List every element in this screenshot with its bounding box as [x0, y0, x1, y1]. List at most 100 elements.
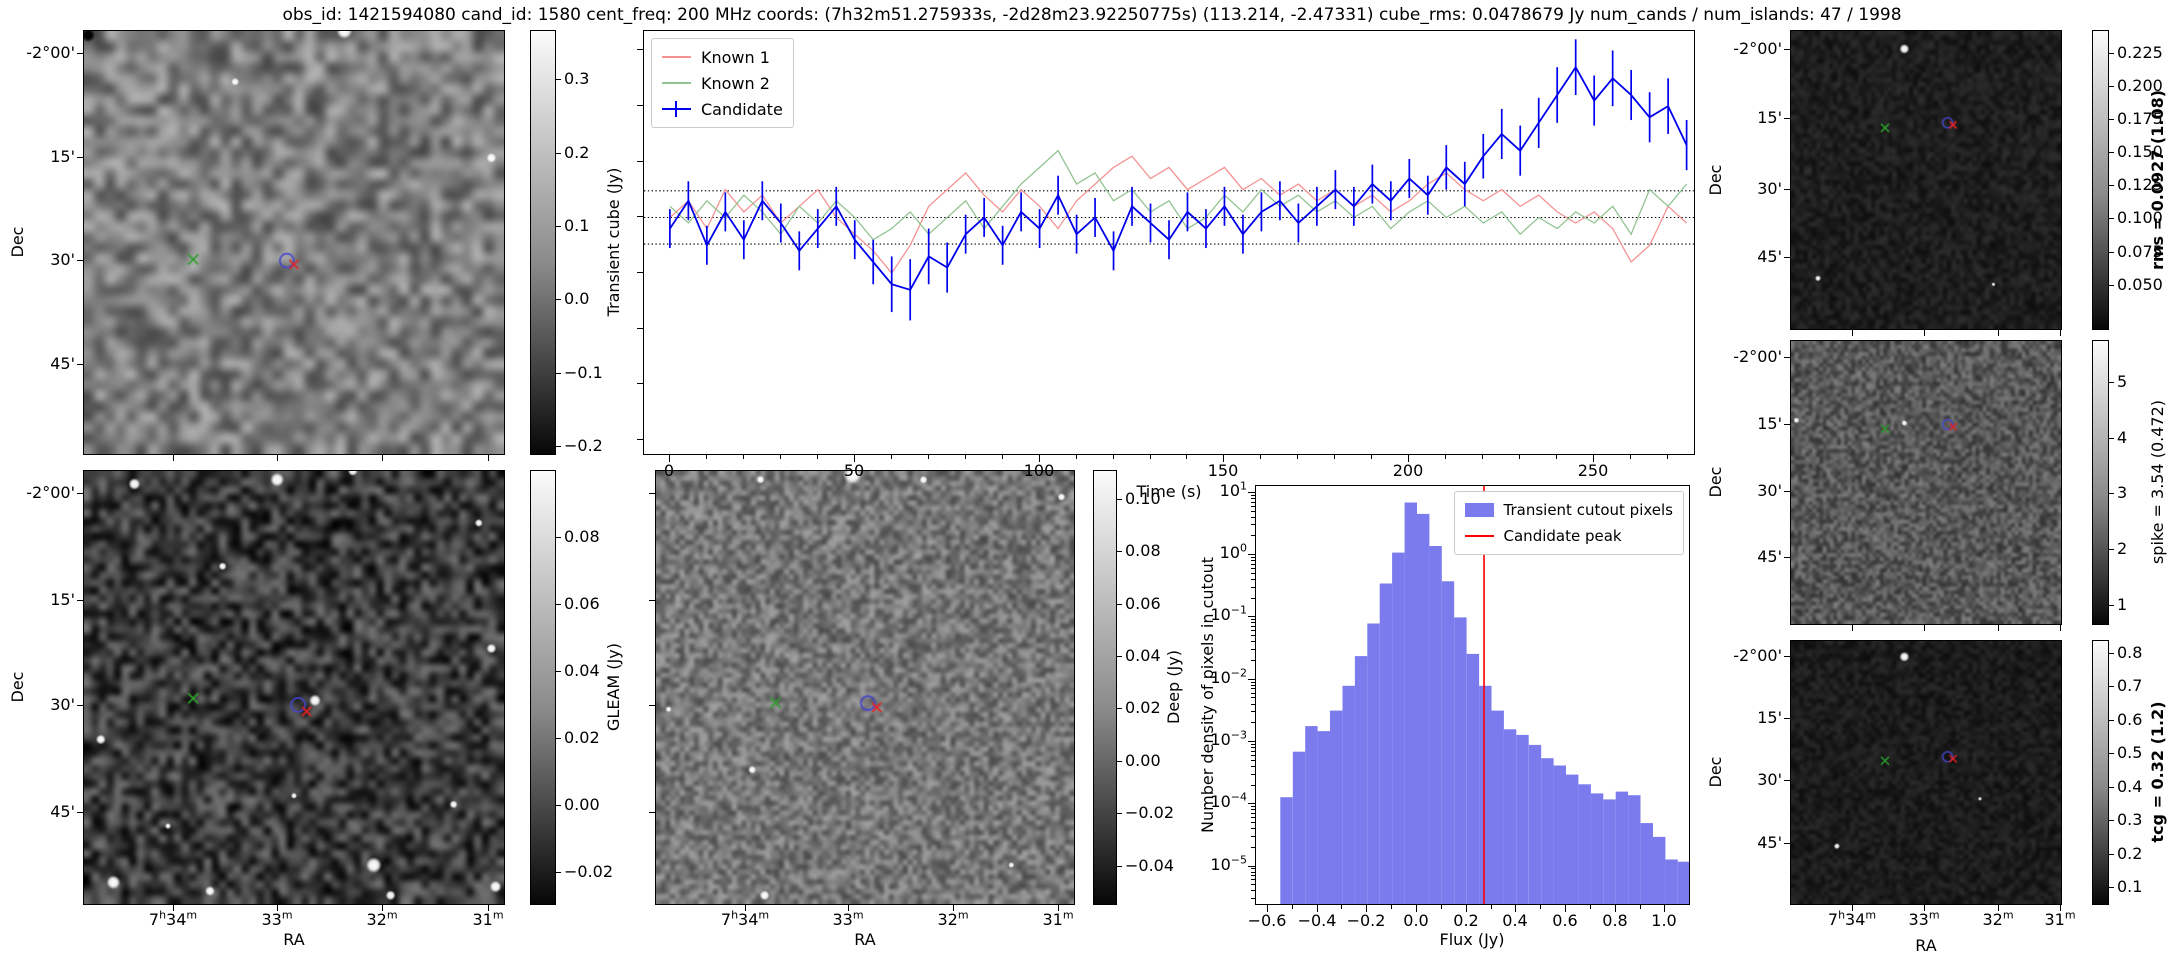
axis-tick	[1515, 905, 1516, 912]
ra-tick-label: 33m	[832, 908, 864, 929]
axis-tick	[1251, 747, 1255, 748]
axis-tick	[1784, 557, 1790, 558]
axis-tick	[1251, 868, 1255, 869]
axis-tick	[1341, 905, 1342, 909]
axis-tick	[928, 455, 929, 459]
dec-tick-label: 45'	[50, 802, 75, 821]
axis-tick	[77, 812, 83, 813]
rms-image	[1791, 31, 2061, 329]
deep-image	[656, 471, 1074, 904]
flux-tick-label: 0.2	[1453, 911, 1479, 930]
lightcurve-legend: Known 1 Known 2 Candidate	[651, 38, 794, 128]
flux-tick-label: −0.4	[1297, 911, 1337, 930]
axis-tick	[1251, 806, 1255, 807]
dec-tick-label: 30'	[50, 695, 75, 714]
axis-tick	[173, 905, 174, 911]
colorbar-tick	[2109, 285, 2114, 286]
colorbar-tick	[556, 738, 561, 739]
axis-tick	[1391, 905, 1392, 909]
legend-item-known2: Known 2	[662, 70, 783, 96]
axis-tick	[77, 705, 83, 706]
colorbar-tick-label: −0.1	[564, 363, 603, 382]
axis-tick	[1292, 905, 1293, 909]
axis-tick	[649, 812, 655, 813]
spike-colorbar-label: spike = 3.54 (0.472)	[2148, 399, 2167, 565]
axis-tick	[1223, 455, 1224, 462]
axis-tick	[1251, 884, 1255, 885]
dec-tick-label: 30'	[1757, 770, 1782, 789]
dec-tick-label: 45'	[1757, 547, 1782, 566]
axis-tick	[1924, 625, 1925, 631]
colorbar-tick	[556, 604, 561, 605]
colorbar-tick-label: 0.5	[2117, 743, 2143, 762]
flux-tick-label: 0.6	[1552, 911, 1578, 930]
flux-tick-label: 0.8	[1602, 911, 1628, 930]
colorbar-tick-label: −0.04	[1125, 856, 1175, 875]
axis-tick	[1251, 847, 1255, 848]
colorbar-tick	[2109, 119, 2114, 120]
axis-tick	[1784, 843, 1790, 844]
ra-tick-label: 7h34m	[720, 908, 770, 929]
colorbar-tick-label: −0.2	[564, 436, 603, 455]
axis-tick	[1297, 455, 1298, 459]
ra-tick-label: 7h34m	[148, 908, 198, 929]
colorbar-tick-label: 0.00	[1125, 751, 1161, 770]
legend-item-candidate: Candidate	[662, 96, 783, 122]
legend-label-candidate-peak: Candidate peak	[1503, 527, 1622, 545]
axis-tick	[1248, 741, 1255, 742]
axis-tick	[649, 600, 655, 601]
ra-axis-label: RA	[854, 930, 876, 949]
colorbar-tick-label: 3	[2117, 483, 2128, 502]
axis-tick	[1002, 455, 1003, 459]
colorbar-tick-label: 0.04	[1125, 646, 1161, 665]
known2-line-swatch	[662, 82, 691, 84]
time-tick-label: 0	[663, 461, 675, 480]
axis-tick	[382, 905, 383, 911]
colorbar-tick-label: 5	[2117, 372, 2128, 391]
flux-tick-label: −0.2	[1346, 911, 1386, 930]
colorbar-tick	[2109, 787, 2114, 788]
axis-tick	[1248, 803, 1255, 804]
lightcurve-plot: Known 1 Known 2 Candidate	[643, 30, 1695, 455]
spike-image	[1791, 341, 2061, 624]
axis-tick	[637, 49, 643, 50]
axis-tick	[953, 905, 954, 911]
ra-tick-label: 31m	[1042, 908, 1074, 929]
dec-tick-label: 30'	[1757, 481, 1782, 500]
colorbar-tick-label: 0.4	[2117, 777, 2143, 796]
colorbar-tick	[556, 446, 561, 447]
axis-tick	[1519, 455, 1520, 459]
axis-tick	[1593, 455, 1594, 462]
axis-tick	[1251, 688, 1255, 689]
gleam-cutout	[83, 470, 505, 905]
dec-tick-label: -2°00'	[1733, 646, 1782, 665]
axis-tick	[1667, 455, 1668, 459]
axis-tick	[637, 161, 643, 162]
axis-tick	[1248, 616, 1255, 617]
tcg-colorbar	[2092, 640, 2109, 905]
axis-tick	[1784, 357, 1790, 358]
colorbar-tick-label: 0.06	[1125, 594, 1161, 613]
colorbar-tick-label: 0.00	[564, 795, 600, 814]
dec-tick-label: 45'	[1757, 833, 1782, 852]
axis-tick	[1251, 511, 1255, 512]
axis-tick	[891, 455, 892, 459]
axis-tick	[745, 905, 746, 911]
axis-tick	[1317, 905, 1318, 912]
colorbar-tick	[2109, 152, 2114, 153]
histogram-legend: Transient cutout pixels Candidate peak	[1453, 491, 1684, 555]
time-tick-label: 150	[1207, 461, 1239, 480]
axis-tick	[1251, 641, 1255, 642]
axis-tick	[1615, 905, 1616, 912]
axis-tick	[1371, 455, 1372, 459]
axis-tick	[1251, 755, 1255, 756]
axis-tick	[1251, 828, 1255, 829]
colorbar-tick	[2109, 753, 2114, 754]
flux-tick-label: 0.0	[1403, 911, 1429, 930]
axis-tick	[706, 455, 707, 459]
axis-tick	[1784, 257, 1790, 258]
axis-tick	[77, 53, 83, 54]
deep-colorbar-label: Deep (Jy)	[1164, 650, 1183, 724]
axis-tick	[1251, 693, 1255, 694]
colorbar-tick-label: 0.1	[564, 216, 590, 235]
